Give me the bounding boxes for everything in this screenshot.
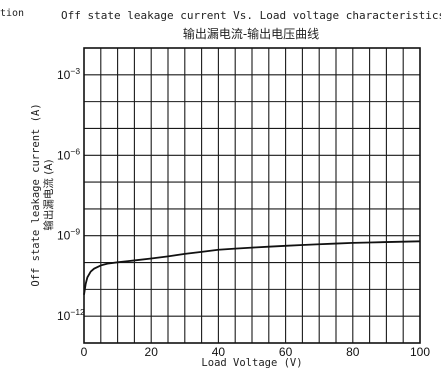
y-tick-label: 10−3	[57, 66, 80, 82]
leakage-current-curve	[83, 240, 421, 295]
x-tick-label: 60	[279, 345, 293, 359]
y-tick-label: 10−12	[57, 307, 85, 323]
x-tick-label: 20	[145, 345, 159, 359]
cut-off-header-text: tion	[0, 8, 25, 19]
x-tick-label: 40	[212, 345, 226, 359]
x-tick-label: 100	[410, 345, 430, 359]
chart-subtitle: 输出漏电流-输出电压曲线	[182, 27, 320, 41]
x-tick-label: 80	[346, 345, 360, 359]
plot-frame	[83, 47, 421, 344]
chart-title: Off state leakage current Vs. Load volta…	[61, 9, 441, 22]
y-tick-label: 10−6	[57, 146, 80, 162]
x-tick-label: 0	[81, 345, 88, 359]
x-axis-label: Load Voltage (V)	[201, 357, 302, 369]
y-axis-label-cn: 输出漏电流 (A)	[42, 159, 55, 230]
y-axis-label: Off state leakage current (A)	[30, 103, 42, 286]
y-tick-label: 10−9	[57, 227, 80, 243]
axis-tick-labels: 0 20 40 60 80 100 10−3 10−6 10−9 10−12	[57, 66, 430, 359]
grid-lines	[84, 48, 420, 343]
